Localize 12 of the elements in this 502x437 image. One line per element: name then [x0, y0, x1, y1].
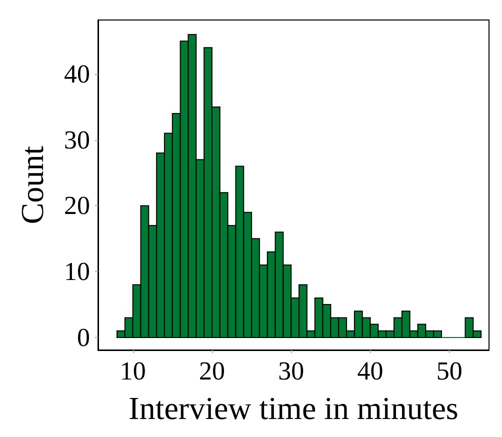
- x-tick-label: 10: [120, 356, 146, 386]
- y-tick-label: 0: [77, 322, 90, 352]
- y-axis-title: Count: [14, 146, 50, 224]
- x-tick-label: 20: [198, 356, 225, 386]
- x-axis-title: Interview time in minutes: [128, 390, 458, 426]
- x-tick-label: 50: [436, 356, 462, 386]
- x-tick-label: 40: [357, 356, 384, 386]
- y-tick-label: 20: [64, 191, 90, 220]
- y-tick-label: 30: [64, 125, 90, 154]
- y-tick-label: 10: [64, 257, 90, 286]
- x-tick-label: 30: [278, 356, 304, 386]
- y-tick-label: 40: [64, 60, 90, 89]
